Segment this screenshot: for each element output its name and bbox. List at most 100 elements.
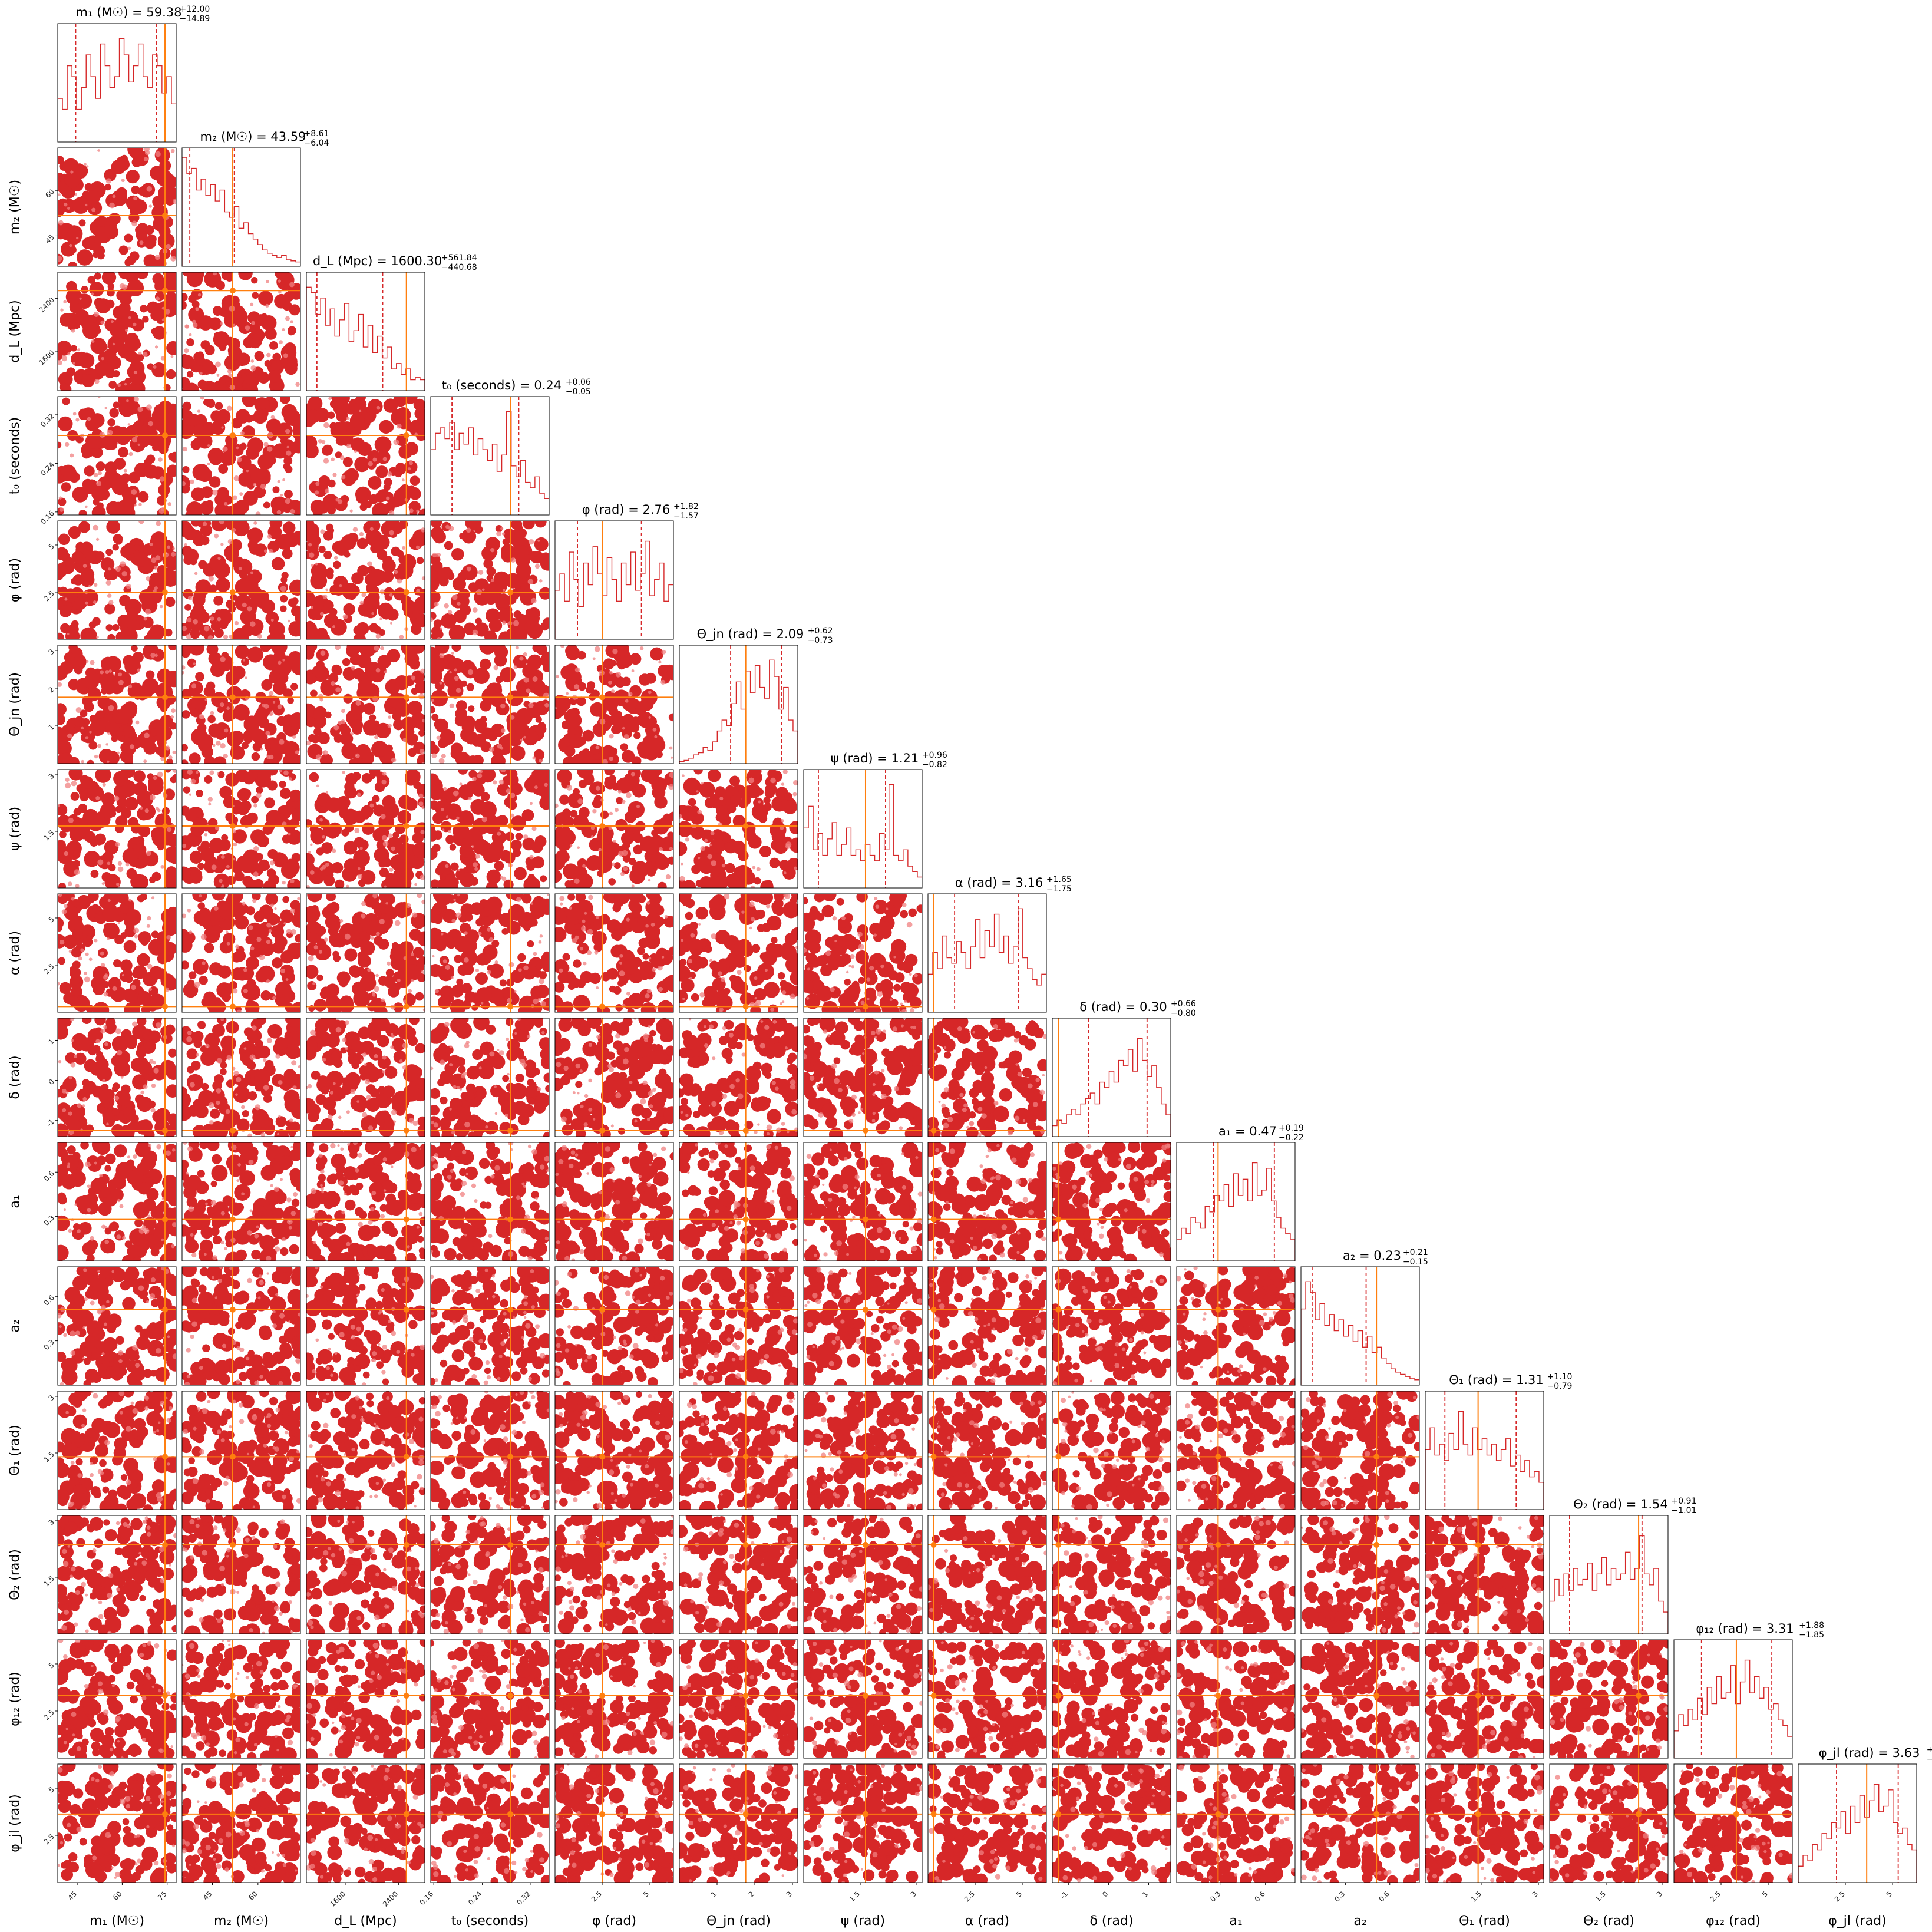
contour-highlight	[68, 881, 72, 886]
sample-blob	[268, 874, 279, 886]
contour-highlight	[134, 934, 138, 939]
contour-highlight	[133, 196, 137, 201]
sample-blob	[107, 356, 121, 370]
scatter-panel-7-4	[554, 893, 674, 1013]
contour-highlight	[709, 843, 712, 847]
histogram-panel-3-3: t₀ (seconds) = 0.24 +0.06−0.05	[430, 378, 591, 516]
contour-highlight	[309, 870, 315, 875]
sample-blob	[790, 896, 797, 904]
sample-blob	[880, 979, 893, 993]
contour-highlight	[860, 1000, 865, 1005]
sample-blob	[231, 417, 243, 429]
sample-blob	[655, 851, 662, 860]
contour-highlight	[582, 919, 586, 923]
sample-blob	[204, 943, 214, 953]
sample-blob	[183, 554, 194, 566]
sample-blob	[307, 894, 322, 903]
sample-blob	[450, 862, 459, 871]
contour-highlight	[165, 745, 170, 751]
sample-blob	[60, 623, 70, 633]
contour-highlight	[559, 896, 565, 901]
sample-blob	[723, 988, 731, 995]
sample-blob	[146, 432, 160, 447]
sample-blob	[431, 741, 436, 748]
contour-highlight	[159, 605, 163, 609]
contour-highlight	[127, 423, 130, 426]
contour-highlight	[491, 579, 494, 582]
contour-highlight	[315, 754, 322, 761]
sample-blob	[219, 785, 232, 799]
contour-highlight	[382, 457, 387, 461]
sample-blob	[94, 721, 106, 734]
contour-highlight	[77, 1103, 82, 1108]
panel-frame	[57, 893, 177, 1013]
contour-highlight	[858, 943, 864, 950]
sample-blob	[209, 584, 217, 593]
contour-highlight	[749, 1002, 755, 1008]
sample-blob	[622, 695, 638, 711]
contour-highlight	[140, 807, 143, 810]
sample-blob	[160, 973, 175, 988]
contour-highlight	[474, 867, 478, 871]
contour-highlight	[658, 986, 663, 992]
sample-blob	[137, 953, 150, 966]
sample-blob	[349, 719, 360, 729]
sample-blob	[616, 797, 623, 804]
sample-blob	[711, 894, 726, 910]
contour-highlight	[116, 1049, 123, 1056]
sample-blob	[540, 622, 549, 631]
contour-highlight	[339, 584, 342, 587]
contour-highlight	[619, 970, 625, 976]
contour-highlight	[267, 534, 272, 539]
sample-blob	[459, 844, 473, 858]
sample-blob	[628, 993, 645, 1009]
contour-highlight	[290, 908, 295, 914]
y-axis-label: d_L (Mpc)	[8, 300, 22, 362]
contour-highlight	[447, 610, 453, 615]
sample-blob	[186, 1074, 204, 1091]
sample-blob	[651, 830, 658, 837]
sample-blob	[182, 475, 190, 491]
sample-blob	[454, 833, 462, 840]
contour-highlight	[282, 478, 286, 481]
contour-highlight	[755, 1000, 761, 1006]
sample-blob	[555, 982, 565, 993]
contour-highlight	[112, 986, 117, 991]
contour-highlight	[795, 946, 798, 950]
sample-blob	[873, 900, 888, 914]
sample-blob	[182, 300, 187, 310]
contour-highlight	[101, 882, 105, 886]
sample-blob	[695, 879, 704, 887]
sample-blob	[503, 879, 514, 888]
contour-highlight	[308, 955, 314, 962]
sample-blob	[272, 852, 286, 866]
contour-highlight	[151, 557, 157, 563]
contour-highlight	[608, 825, 613, 830]
sample-blob	[193, 959, 209, 975]
y-axis-label: Θ_jn (rad)	[8, 672, 22, 737]
contour-highlight	[182, 447, 187, 452]
sample-blob	[88, 438, 98, 449]
sample-blob	[693, 770, 703, 775]
contour-highlight	[146, 924, 150, 928]
contour-highlight	[153, 1061, 156, 1065]
contour-highlight	[71, 1039, 74, 1042]
sample-blob	[613, 862, 621, 870]
contour-highlight	[58, 193, 61, 197]
contour-highlight	[67, 207, 70, 210]
sample-blob	[140, 305, 148, 313]
contour-highlight	[256, 937, 262, 942]
sample-blob	[540, 875, 547, 883]
contour-highlight	[515, 646, 519, 650]
sample-blob	[517, 953, 526, 962]
contour-highlight	[285, 316, 290, 321]
sample-blob	[603, 1007, 610, 1012]
sample-blob	[246, 880, 259, 888]
panel-frame	[181, 645, 301, 764]
sample-blob	[628, 894, 643, 903]
sample-blob	[142, 1031, 152, 1041]
contour-highlight	[198, 714, 204, 719]
sample-blob	[313, 836, 322, 845]
sample-blob	[276, 273, 293, 290]
sample-blob	[725, 863, 735, 873]
